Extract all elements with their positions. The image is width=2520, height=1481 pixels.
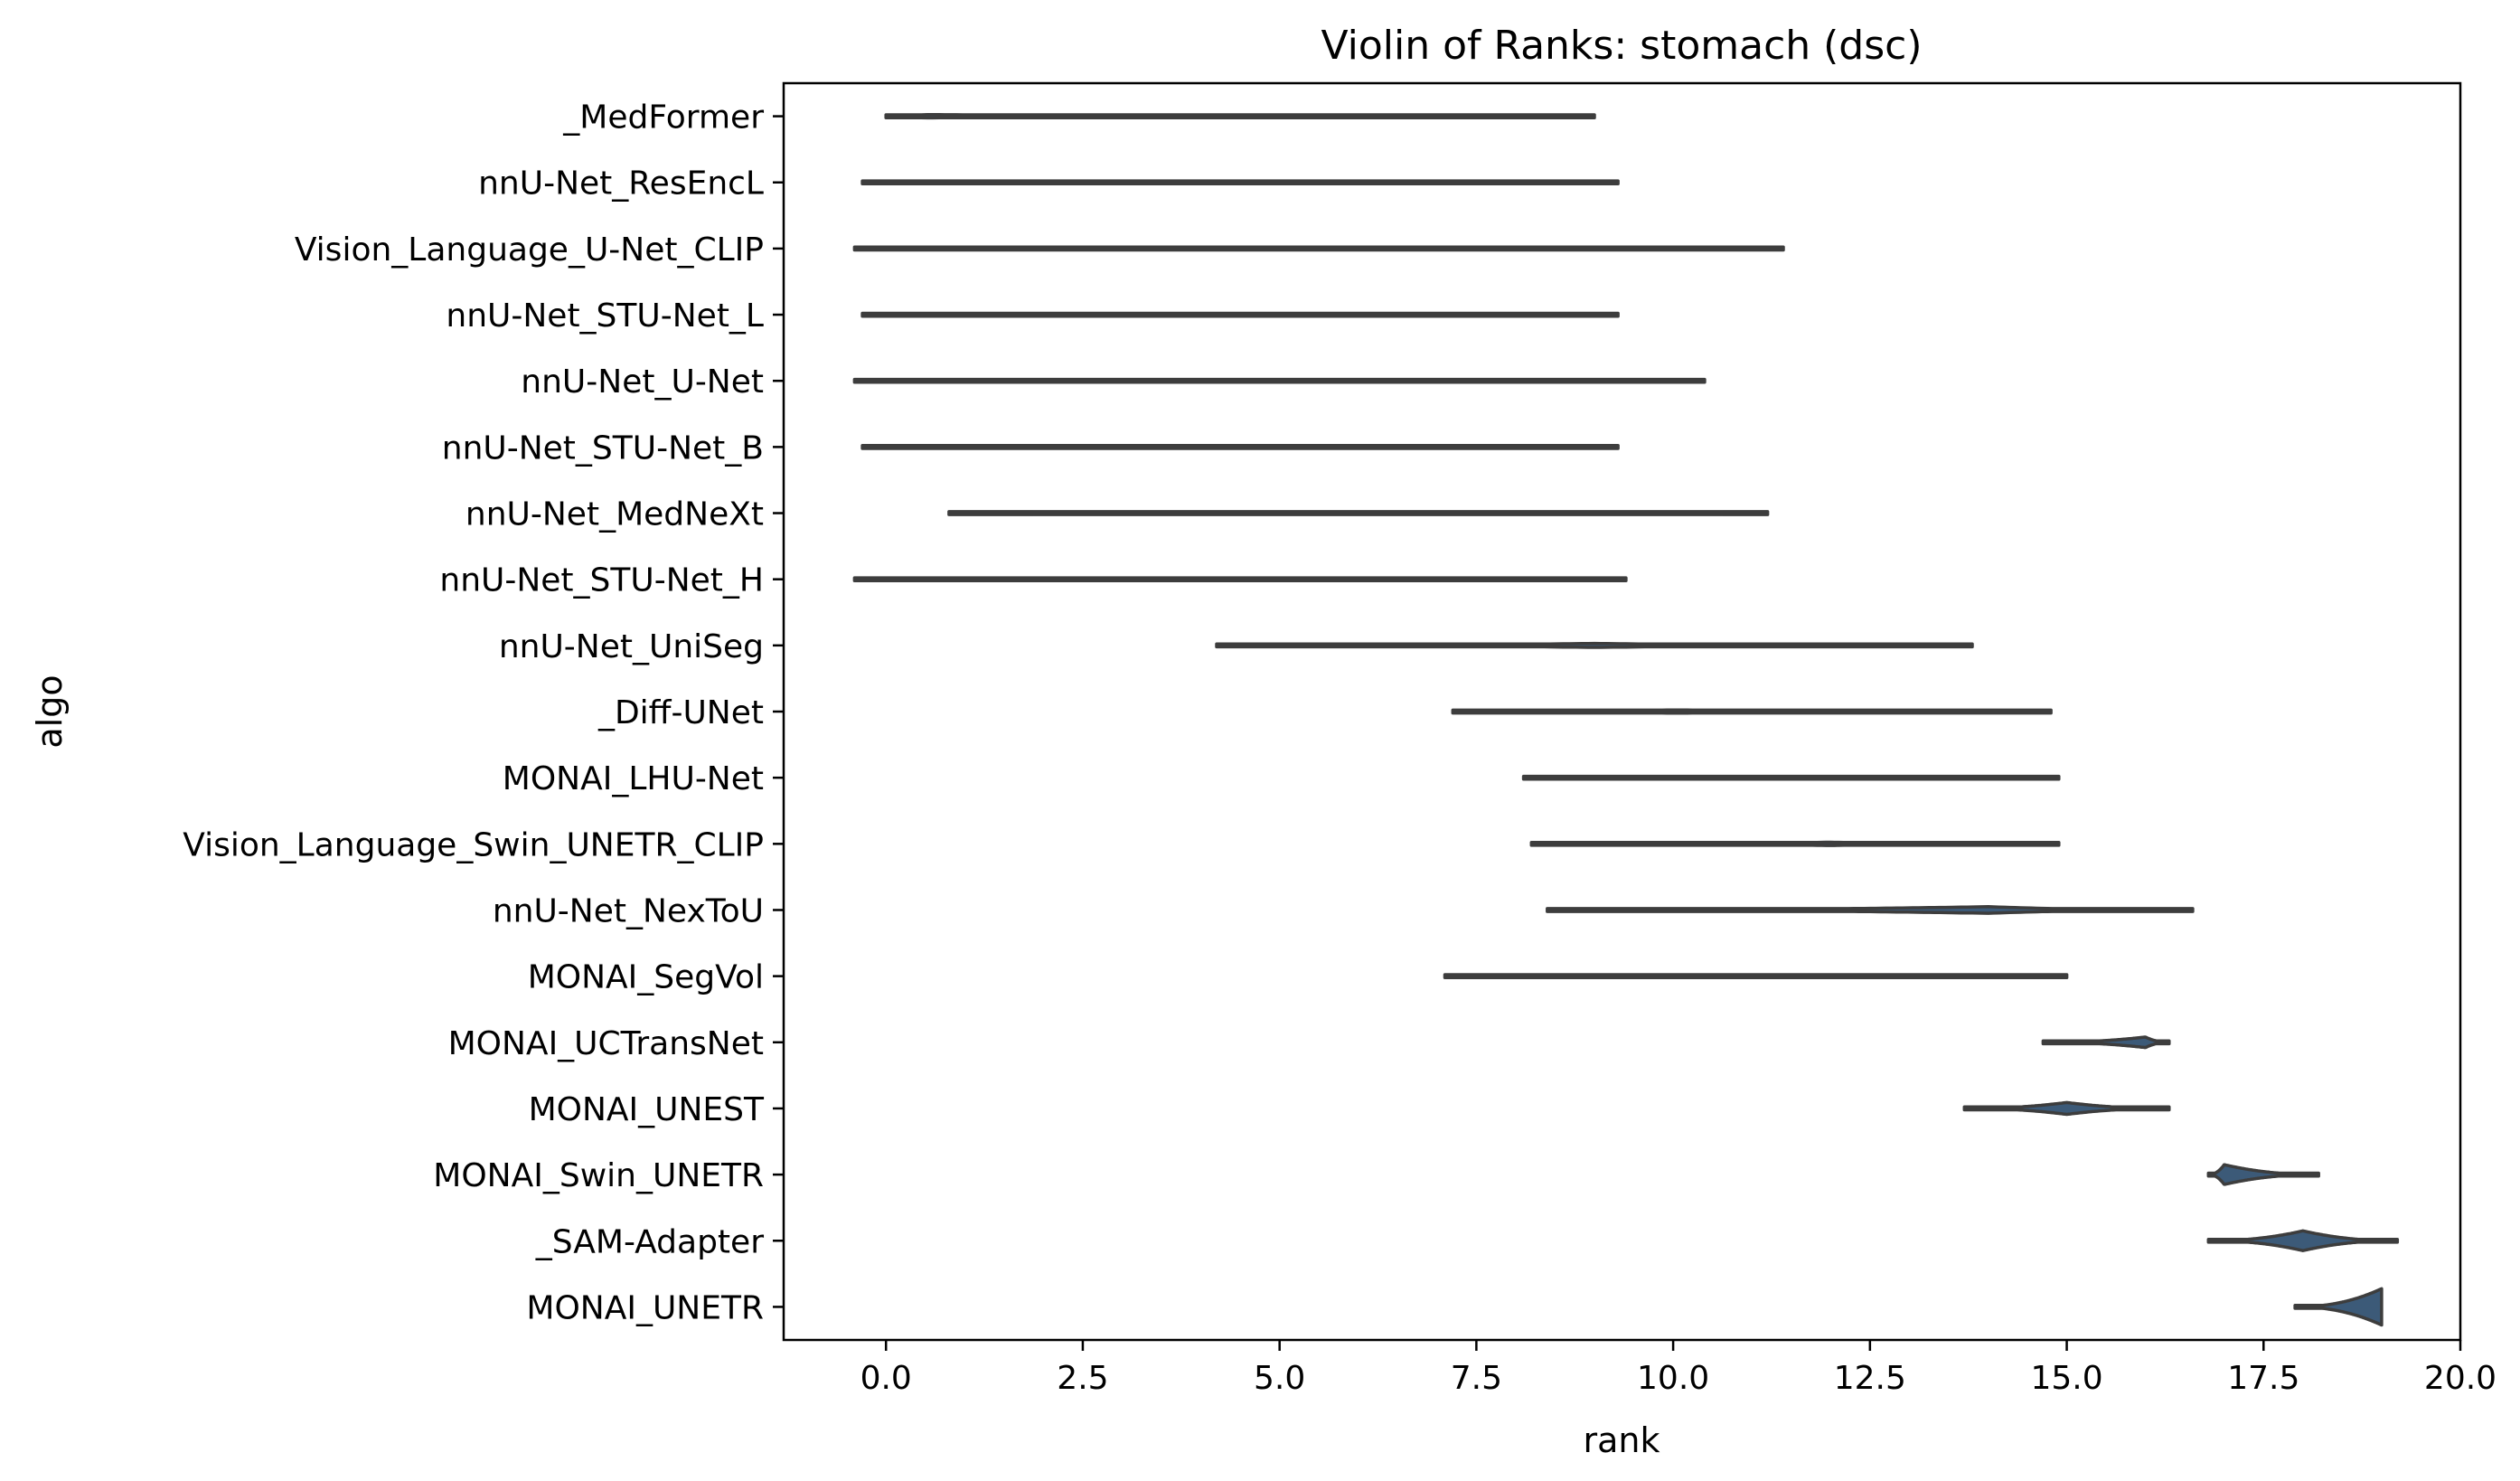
x-axis-label: rank <box>1584 1420 1660 1460</box>
y-tick-label: MONAI_Swin_UNETR <box>433 1157 764 1194</box>
x-tick-label: 5.0 <box>1254 1360 1305 1397</box>
violin-17 <box>2206 1229 2400 1252</box>
violin-9 <box>1451 708 2053 715</box>
violin-13 <box>1443 973 2069 979</box>
y-axis-label: algo <box>30 674 70 748</box>
x-tick-label: 17.5 <box>2227 1360 2299 1397</box>
y-tick-label: MONAI_LHU-Net <box>503 760 764 797</box>
y-tick-label: _MedFormer <box>562 99 764 137</box>
violin-3 <box>860 311 1620 318</box>
violin-5 <box>860 444 1620 450</box>
y-tick-label: nnU-Net_STU-Net_L <box>446 297 764 335</box>
violin-15 <box>1962 1100 2171 1117</box>
violin-0 <box>884 113 1596 120</box>
violin-18 <box>2293 1287 2384 1327</box>
violin-14 <box>2041 1035 2171 1050</box>
violin-2 <box>852 245 1785 252</box>
violin-8 <box>1215 641 1974 649</box>
y-tick-label: MONAI_SegVol <box>528 959 764 996</box>
y-tick-label: nnU-Net_U-Net <box>521 363 764 401</box>
x-tick-label: 2.5 <box>1057 1360 1108 1397</box>
y-tick-label: _SAM-Adapter <box>535 1223 764 1260</box>
violin-6 <box>947 510 1770 516</box>
x-tick-label: 12.5 <box>1834 1360 1906 1397</box>
violin-11 <box>1529 840 2061 847</box>
x-tick-label: 7.5 <box>1451 1360 1502 1397</box>
y-tick-label: nnU-Net_ResEncL <box>478 165 764 203</box>
y-tick-label: MONAI_UNEST <box>529 1091 765 1128</box>
y-tick-label: nnU-Net_STU-Net_H <box>439 562 764 599</box>
violin-1 <box>860 179 1620 186</box>
x-tick-label: 10.0 <box>1637 1360 1709 1397</box>
x-tick-label: 15.0 <box>2030 1360 2102 1397</box>
chart-title: Violin of Ranks: stomach (dsc) <box>1321 23 1922 69</box>
violin-12 <box>1546 905 2195 915</box>
y-tick-label: MONAI_UCTransNet <box>448 1025 764 1062</box>
violin-7 <box>852 576 1628 583</box>
y-tick-label: _Diff-UNet <box>597 694 764 731</box>
violin-16 <box>2206 1163 2320 1186</box>
violin-10 <box>1521 774 2061 781</box>
y-tick-label: nnU-Net_MedNeXt <box>465 496 764 533</box>
y-axis: _MedFormer nnU-Net_ResEncL Vision_Language… <box>183 99 784 1326</box>
x-tick-label: 20.0 <box>2424 1360 2496 1397</box>
y-tick-label: nnU-Net_NexToU <box>493 892 764 929</box>
y-tick-label: MONAI_UNETR <box>526 1289 764 1326</box>
y-tick-label: Vision_Language_U-Net_CLIP <box>295 231 764 269</box>
y-tick-label: nnU-Net_STU-Net_B <box>442 429 764 467</box>
x-tick-label: 0.0 <box>860 1360 912 1397</box>
violin-4 <box>852 377 1707 384</box>
x-axis: 0.0 2.5 5.0 7.5 10.0 12.5 15.0 17.5 20.0 <box>860 1340 2496 1397</box>
y-tick-label: nnU-Net_UniSeg <box>499 628 764 665</box>
y-tick-label: Vision_Language_Swin_UNETR_CLIP <box>183 826 764 863</box>
violins-group <box>852 113 2400 1327</box>
